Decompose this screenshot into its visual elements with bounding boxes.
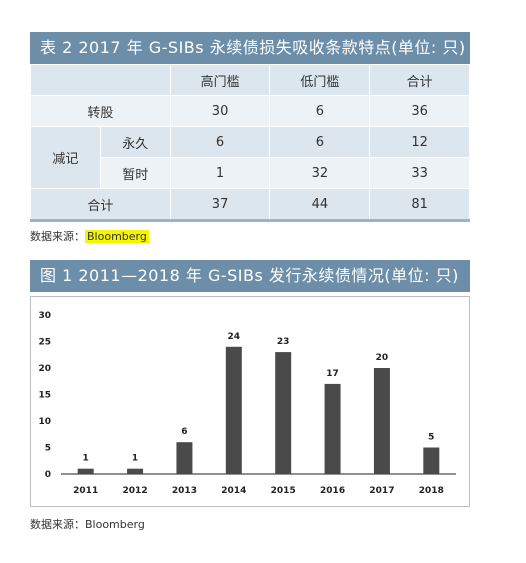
table-cell: 81 — [369, 188, 470, 222]
table-cell: 32 — [269, 157, 371, 189]
row-group-label: 减记 — [30, 126, 101, 189]
chart-canvas: 0 5 10 15 20 25 30 1 2011 1 2012 6 2013 24 2014 23 2015 1… — [38, 311, 456, 496]
table-header-row: 高门槛 低门槛 合计 — [30, 64, 470, 96]
table-title: 表 2 2017 年 G-SIBs 永续债损失吸收条款特点(单位: 只) — [30, 32, 470, 64]
x-tick-label: 2013 — [172, 486, 197, 496]
y-tick-label: 5 — [45, 444, 51, 454]
data-label: 5 — [428, 433, 434, 443]
column-header: 合计 — [369, 64, 470, 96]
data-label: 1 — [132, 454, 138, 464]
table-cell: 12 — [369, 126, 470, 158]
y-tick-label: 15 — [38, 391, 51, 401]
source-prefix: 数据来源： — [30, 230, 85, 243]
column-header: 高门槛 — [169, 64, 271, 96]
bar — [176, 442, 193, 474]
bar — [275, 352, 292, 474]
table-row: 转股 30 6 36 — [30, 95, 470, 127]
row-label: 合计 — [30, 188, 171, 222]
table-cell: 6 — [269, 126, 371, 158]
x-tick-label: 2017 — [369, 486, 394, 496]
source-highlight: Bloomberg — [85, 230, 149, 243]
bar — [423, 447, 440, 474]
figure-source: 数据来源：Bloomberg — [30, 518, 145, 531]
bar-chart: 0 5 10 15 20 25 30 1 2011 1 2012 6 2013 24 2014 23 2015 1… — [30, 296, 470, 507]
x-tick-label: 2018 — [419, 486, 444, 496]
row-label: 转股 — [30, 95, 171, 127]
column-header: 低门槛 — [269, 64, 371, 96]
table-total-row: 合计 37 44 81 — [30, 188, 470, 222]
bar — [324, 383, 341, 474]
data-label: 24 — [228, 332, 241, 342]
x-tick-label: 2012 — [123, 486, 148, 496]
data-label: 20 — [376, 353, 389, 363]
x-tick-label: 2015 — [271, 486, 296, 496]
row-label: 永久 — [99, 126, 171, 158]
table-cell: 36 — [369, 95, 470, 127]
bar — [127, 468, 144, 474]
bar — [225, 346, 242, 474]
table-cell: 6 — [169, 126, 271, 158]
y-tick-label: 10 — [38, 417, 51, 427]
bar — [373, 368, 390, 474]
x-tick-label: 2011 — [73, 486, 98, 496]
bar — [77, 468, 94, 474]
data-label: 1 — [83, 454, 89, 464]
table-cell: 33 — [369, 157, 470, 189]
y-tick-label: 0 — [45, 470, 51, 480]
table-row: 暂时 1 32 33 — [31, 157, 470, 189]
table-cell: 37 — [169, 188, 271, 222]
table-cell: 1 — [169, 157, 271, 189]
issuance-features-table: 高门槛 低门槛 合计 转股 30 6 36 减记 永久 6 6 12 暂时 1 … — [30, 64, 470, 222]
x-tick-label: 2014 — [221, 486, 246, 496]
table-cell: 44 — [269, 188, 371, 222]
table-cell: 6 — [269, 95, 371, 127]
y-tick-label: 25 — [38, 338, 51, 348]
y-tick-label: 30 — [38, 311, 51, 321]
table-corner-cell — [30, 64, 171, 96]
data-label: 6 — [181, 427, 187, 437]
table-row: 减记 永久 6 6 12 — [30, 126, 470, 189]
table-source: 数据来源： Bloomberg — [30, 228, 149, 244]
x-tick-label: 2016 — [320, 486, 345, 496]
data-label: 17 — [326, 369, 339, 379]
row-label: 暂时 — [99, 157, 171, 189]
figure-title: 图 1 2011—2018 年 G-SIBs 发行永续债情况(单位: 只) — [30, 260, 470, 292]
y-tick-label: 20 — [38, 364, 51, 374]
data-label: 23 — [277, 337, 290, 347]
table-cell: 30 — [169, 95, 271, 127]
